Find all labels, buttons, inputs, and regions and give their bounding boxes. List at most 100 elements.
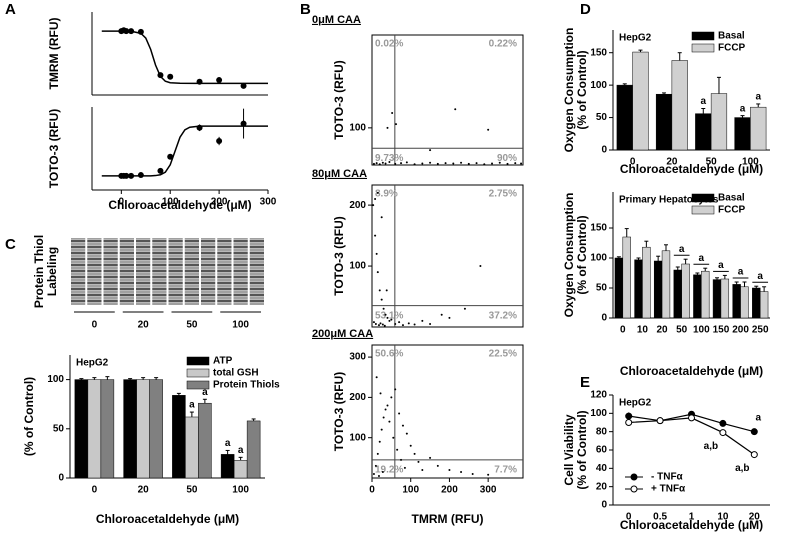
event-dot <box>377 324 380 327</box>
event-dot <box>381 323 384 326</box>
event-dot <box>398 321 401 324</box>
y-tick-label: 20 <box>596 481 608 492</box>
quadrant-percent: 7.7% <box>494 465 517 476</box>
x-tick-label: 20 <box>657 325 669 336</box>
legend-swatch <box>691 31 715 41</box>
event-dot <box>396 448 399 451</box>
event-dot <box>460 470 463 473</box>
x-tick-label: 100 <box>162 197 179 208</box>
bar <box>673 269 682 319</box>
event-dot <box>429 456 432 459</box>
bar <box>655 93 673 151</box>
data-point <box>656 417 664 425</box>
event-dot <box>498 161 501 164</box>
event-dot <box>386 316 389 319</box>
bar <box>632 51 649 151</box>
event-dot <box>375 252 378 255</box>
bar <box>695 113 712 151</box>
y-tick-label: 100 <box>349 122 366 133</box>
event-dot <box>383 324 386 327</box>
y-tick-label: 100 <box>590 80 607 91</box>
event-dot <box>409 444 412 447</box>
event-dot <box>407 322 410 325</box>
event-dot <box>395 123 398 126</box>
x-tick-label: 200 <box>732 325 749 336</box>
legend-swatch <box>186 356 210 366</box>
data-point <box>688 414 695 422</box>
x-axis-label: Chloroacetaldehyde (μM) <box>620 518 763 532</box>
bar <box>720 278 730 319</box>
event-dot <box>388 161 391 164</box>
gel-lane <box>217 238 232 305</box>
event-dot <box>417 460 420 463</box>
event-dot <box>460 161 463 164</box>
gel-lane <box>119 238 134 305</box>
data-point <box>719 419 727 427</box>
y-tick-label: 100 <box>349 261 366 272</box>
data-point <box>240 120 247 127</box>
bar <box>671 60 688 151</box>
legend-label: FCCP <box>718 205 746 216</box>
gel-lane <box>168 238 183 305</box>
legend-swatch <box>186 380 210 390</box>
plot-title: 0μM CAA <box>312 14 361 26</box>
event-dot <box>388 319 391 322</box>
lane-label: 50 <box>186 320 198 331</box>
significance-label: a <box>225 438 231 449</box>
y-axis-label: (% of Control) <box>22 377 36 456</box>
event-dot <box>483 163 486 166</box>
event-dot <box>421 162 424 165</box>
lane-label: 100 <box>232 320 249 331</box>
legend-label: total GSH <box>213 368 259 379</box>
y-tick-label: 100 <box>590 408 607 419</box>
y-tick-label: 100 <box>349 432 366 443</box>
x-tick-label: 0 <box>630 157 636 168</box>
legend-label: FCCP <box>718 43 746 54</box>
legend-label: Basal <box>718 193 745 204</box>
x-tick-label: 100 <box>402 485 419 496</box>
event-dot <box>376 452 379 455</box>
bar <box>734 117 751 151</box>
x-tick-label: 200 <box>211 197 228 208</box>
legend-swatch <box>186 368 210 378</box>
significance-label: a,b <box>704 441 718 452</box>
event-dot <box>448 316 451 319</box>
gel-lane <box>87 238 102 305</box>
event-dot <box>400 458 403 461</box>
data-point <box>157 72 164 79</box>
y-tick-label: 0 <box>601 313 607 324</box>
event-dot <box>401 424 404 427</box>
event-dot <box>394 322 397 325</box>
event-dot <box>429 322 432 325</box>
event-dot <box>394 388 397 391</box>
quadrant-percent: 37.2% <box>489 310 517 321</box>
event-dot <box>378 289 381 292</box>
y-tick-label: 60 <box>596 445 608 456</box>
event-dot <box>379 392 382 395</box>
x-axis-label: TMRM (RFU) <box>412 512 484 526</box>
x-tick-label: 300 <box>480 485 497 496</box>
y-tick-label: 0 <box>58 473 64 484</box>
x-axis-label: Chloroacetaldehyde (μM) <box>620 364 763 378</box>
quadrant-percent: 90% <box>497 153 517 164</box>
gel-lane <box>201 238 216 305</box>
event-dot <box>386 126 389 129</box>
x-tick-label: 20 <box>749 512 761 523</box>
significance-label: a <box>756 412 762 423</box>
y-axis-label: (% of Control) <box>575 410 589 489</box>
event-dot <box>372 321 375 324</box>
gel-lane <box>103 238 118 305</box>
event-dot <box>391 112 394 114</box>
event-dot <box>440 313 443 316</box>
plot-frame <box>371 344 524 479</box>
legend-label: ATP <box>213 356 233 367</box>
event-dot <box>378 440 381 443</box>
event-dot <box>384 162 387 165</box>
event-dot <box>436 162 439 165</box>
bar <box>693 274 702 319</box>
y-axis-label: Cell Viability <box>562 414 576 485</box>
significance-label: a <box>699 253 705 264</box>
significance-label: a <box>238 445 244 456</box>
bar <box>750 106 767 151</box>
panel-label: A <box>5 1 16 18</box>
